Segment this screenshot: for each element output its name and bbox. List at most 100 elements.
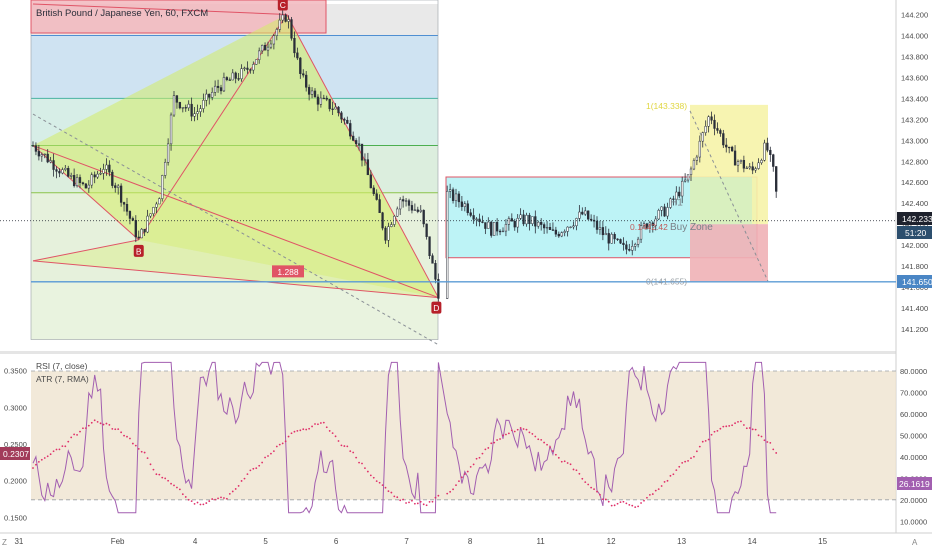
candle-body [695,156,699,161]
candle-body [510,218,513,222]
candle-body [272,35,276,45]
atr-dot [37,461,40,463]
candle-body [713,119,716,129]
candle-body [616,238,619,240]
candle-body [519,214,522,219]
candle-body [296,52,299,59]
atr-dot [346,445,349,448]
time-tick: 11 [536,537,545,546]
pattern-label-d: D [431,301,442,314]
rsi-legend[interactable]: RSI (7, close) [36,361,88,371]
candle-body [260,45,264,52]
atr-dot [208,500,211,503]
atr-dot [131,442,134,445]
candle-body [131,218,135,221]
atr-dot [628,503,631,506]
candle-body [166,143,170,163]
indicator-pane[interactable] [31,361,896,514]
candle-body [460,201,464,207]
atr-dot [317,423,319,426]
atr-dot [672,473,675,476]
time-axis[interactable] [0,533,932,550]
rsi-axis-tick: 40.0000 [900,453,927,462]
atr-dot [499,438,501,440]
candle-body [366,159,370,176]
candle-body [504,224,508,232]
atr-dot [631,504,634,507]
time-tick: 14 [748,537,757,546]
auto-scale-icon[interactable]: A [912,538,918,547]
atr-dot [190,500,193,503]
atr-dot [537,438,540,441]
atr-dot [502,434,504,437]
atr-dot [225,497,228,500]
atr-dot [302,428,305,431]
atr-axis-tick: 0.2000 [4,477,27,486]
candle-body [495,222,499,232]
atr-dot [178,488,181,491]
candle-body [43,153,46,156]
atr-dot [64,445,67,448]
ratio-label-bg [272,265,304,278]
candle-body [754,168,757,171]
timezone-icon[interactable]: Z [2,538,7,547]
pane-divider[interactable] [0,351,932,354]
candle-body [93,174,96,178]
candle-body [55,169,58,172]
atr-dot [593,488,595,491]
time-tick: 8 [468,537,473,546]
atr-dot [158,473,161,476]
symbol-title[interactable]: British Pound / Japanese Yen, 60, FXCM [36,8,208,19]
candle-body [319,97,323,105]
price-tick: 141.400 [901,304,928,313]
candle-body [202,100,205,109]
atr-dot [455,484,457,487]
candle-body [730,146,734,152]
candle-body [269,43,273,48]
candle-body [634,244,637,247]
atr-dot [616,502,619,505]
candle-body [331,108,334,110]
atr-dot [393,495,396,498]
candle-body [431,255,434,264]
candle-body [352,135,355,141]
atr-dot [648,493,651,496]
atr-dot [695,450,698,453]
candle-body [472,215,475,220]
candle-body [675,191,678,200]
pattern-label-d-bg [431,301,442,314]
price-tick: 143.800 [901,52,928,61]
long-position-tool[interactable] [689,104,769,282]
atr-dot [349,450,352,453]
candle-body [619,239,622,244]
candle-body [187,103,190,109]
atr-dot [437,494,440,497]
atr-dot [387,490,390,493]
atr-dot [734,422,736,425]
atr-dot [687,459,689,462]
candle-body [222,77,226,92]
atr-dot [681,461,684,464]
atr-dot [293,430,296,433]
candle-body [178,102,182,109]
rsi-axis-tick: 80.0000 [900,367,927,376]
atr-dot [255,467,258,470]
atr-dot [364,467,366,469]
atr-dot [505,433,507,436]
atr-dot [167,479,170,482]
price-tick: 143.200 [901,115,928,124]
candle-body [246,67,249,70]
atr-dot [540,438,543,441]
candle-body [307,87,311,95]
atr-dot [563,460,566,463]
candle-body [642,223,646,226]
atr-legend[interactable]: ATR (7, RMA) [36,374,89,384]
candle-body [631,246,634,251]
atr-dot [416,502,419,505]
atr-dot [599,493,601,496]
atr-dot [493,441,496,444]
atr-dot [581,477,584,480]
time-axis-ticks: 31 Feb 4 5 6 7 8 11 12 13 14 15 [14,537,827,546]
candle-body [240,68,243,80]
